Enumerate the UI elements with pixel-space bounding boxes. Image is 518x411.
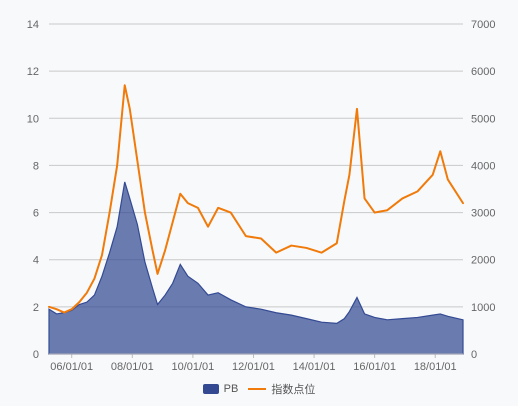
y-left-tick-label-0: 0	[33, 349, 39, 361]
y-left-tick-label-4: 8	[33, 160, 39, 172]
legend-item-index[interactable]: 指数点位	[248, 381, 315, 397]
x-tick-label-0: 06/01/01	[50, 361, 93, 373]
y-right-tick-label-0: 0	[471, 349, 477, 361]
legend-label-pb: PB	[223, 383, 239, 395]
legend-label-index: 指数点位	[271, 384, 316, 396]
y-left-tick-label-6: 12	[27, 66, 39, 78]
y-right-tick-label-2: 2000	[471, 255, 495, 267]
legend-item-pb[interactable]: PB	[202, 383, 239, 395]
x-tick-label-1: 08/01/01	[111, 361, 154, 373]
y-left-tick-label-7: 14	[27, 19, 39, 31]
pb-area	[48, 181, 464, 355]
legend-swatch-pb	[202, 384, 219, 394]
y-right-tick-label-7: 7000	[471, 19, 495, 31]
y-right-tick-label-3: 3000	[471, 208, 495, 220]
x-tick-label-2: 10/01/01	[171, 361, 214, 373]
y-left-tick-label-5: 10	[27, 113, 39, 125]
x-tick-label-3: 12/01/01	[232, 361, 275, 373]
y-left-tick-label-1: 2	[33, 302, 39, 314]
index-line	[48, 84, 464, 314]
legend: PB 指数点位	[0, 381, 518, 397]
x-tick-label-6: 18/01/01	[414, 361, 457, 373]
y-left-tick-label-3: 6	[33, 208, 39, 220]
y-left-tick-label-2: 4	[33, 255, 39, 267]
x-tick-label-4: 14/01/01	[293, 361, 336, 373]
y-right-tick-label-1: 1000	[471, 302, 495, 314]
x-tick-label-5: 16/01/01	[353, 361, 396, 373]
y-right-tick-label-6: 6000	[471, 66, 495, 78]
y-right-tick-label-4: 4000	[471, 160, 495, 172]
y-right-tick-label-5: 5000	[471, 113, 495, 125]
legend-swatch-index	[248, 388, 267, 390]
